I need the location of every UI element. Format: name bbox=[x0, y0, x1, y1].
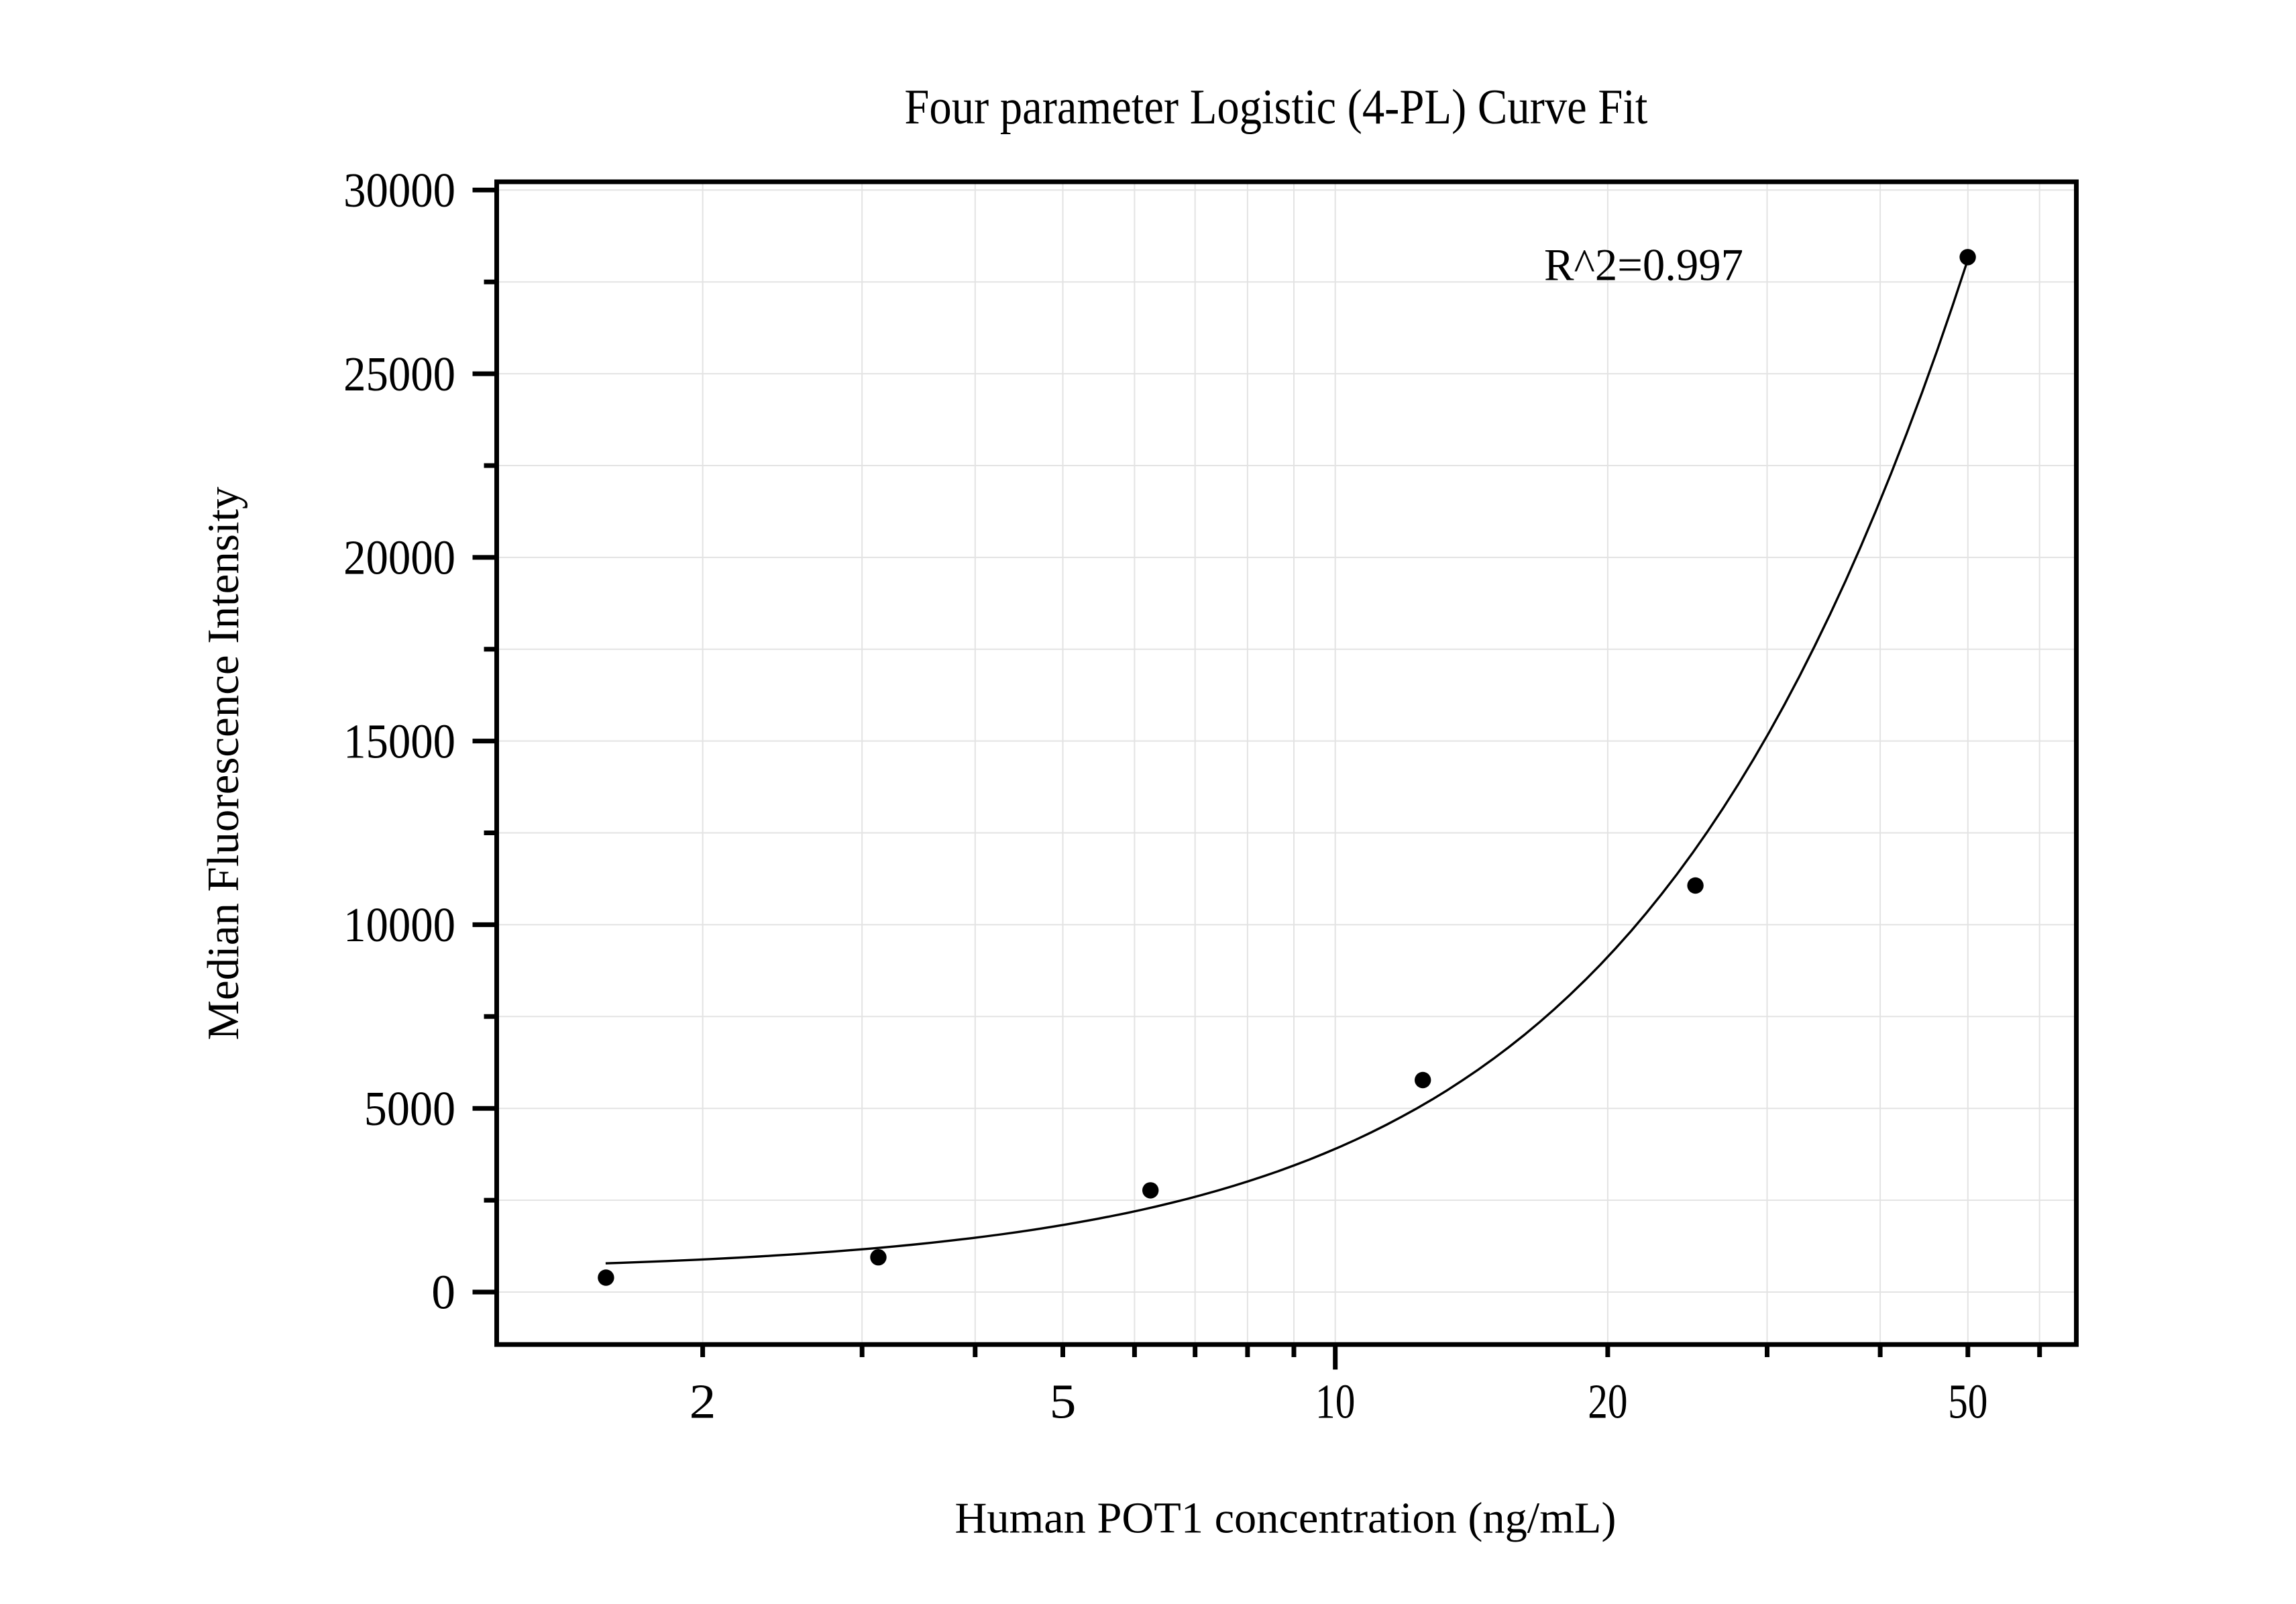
svg-text:Median Fluorescence Intensity: Median Fluorescence Intensity bbox=[199, 487, 248, 1040]
svg-text:2: 2 bbox=[690, 1375, 716, 1429]
svg-text:25000: 25000 bbox=[343, 347, 455, 401]
svg-text:5000: 5000 bbox=[364, 1081, 455, 1136]
svg-text:10000: 10000 bbox=[343, 898, 455, 952]
svg-text:R^2=0.997: R^2=0.997 bbox=[1544, 239, 1743, 290]
svg-text:20000: 20000 bbox=[343, 531, 455, 585]
svg-text:15000: 15000 bbox=[343, 714, 455, 768]
svg-text:50: 50 bbox=[1948, 1375, 1987, 1429]
svg-text:5: 5 bbox=[1050, 1375, 1077, 1429]
svg-text:20: 20 bbox=[1588, 1375, 1627, 1429]
svg-text:0: 0 bbox=[431, 1265, 455, 1320]
svg-text:Human POT1 concentration (ng/m: Human POT1 concentration (ng/mL) bbox=[955, 1495, 1617, 1543]
svg-text:Four parameter Logistic (4-PL): Four parameter Logistic (4-PL) Curve Fit bbox=[904, 80, 1647, 135]
svg-text:10: 10 bbox=[1315, 1375, 1355, 1429]
svg-text:30000: 30000 bbox=[343, 163, 455, 217]
